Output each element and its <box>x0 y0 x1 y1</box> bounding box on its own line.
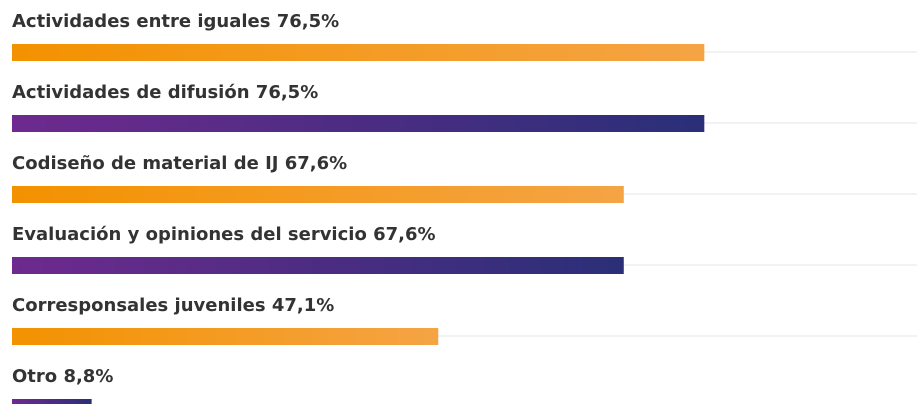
bar-label: Actividades entre iguales 76,5% <box>12 11 339 32</box>
value-label: 76,5% <box>277 11 339 32</box>
bar-label: Actividades de difusión 76,5% <box>12 82 318 103</box>
value-label: 67,6% <box>373 224 435 245</box>
bar-label: Otro 8,8% <box>12 366 113 387</box>
category-label: Actividades entre iguales <box>12 11 270 32</box>
value-label: 67,6% <box>285 153 347 174</box>
category-label: Evaluación y opiniones del servicio <box>12 224 367 245</box>
category-label: Actividades de difusión <box>12 82 250 103</box>
bar-label: Codiseño de material de IJ 67,6% <box>12 153 347 174</box>
value-label: 76,5% <box>256 82 318 103</box>
category-label: Otro <box>12 366 57 387</box>
category-label: Corresponsales juveniles <box>12 295 266 316</box>
bar <box>12 44 705 61</box>
bar-label: Corresponsales juveniles 47,1% <box>12 295 334 316</box>
bar <box>12 186 624 203</box>
category-label: Codiseño de material de IJ <box>12 153 278 174</box>
value-label: 8,8% <box>63 366 113 387</box>
bar-label: Evaluación y opiniones del servicio 67,6… <box>12 224 436 245</box>
bar <box>12 328 439 345</box>
bar <box>12 399 92 404</box>
bar <box>12 257 624 274</box>
value-label: 47,1% <box>272 295 334 316</box>
bar <box>12 115 705 132</box>
